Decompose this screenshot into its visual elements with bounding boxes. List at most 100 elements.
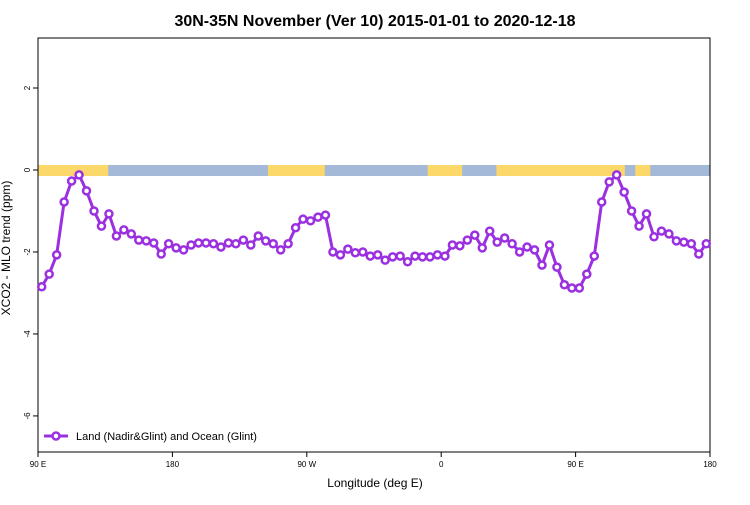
data-point — [671, 236, 682, 246]
data-point — [231, 239, 241, 249]
data-point — [522, 242, 532, 252]
data-point — [507, 239, 517, 249]
data-point — [111, 231, 122, 241]
data-point — [574, 283, 585, 293]
data-point — [51, 250, 62, 260]
x-tick-label: 90 E — [567, 460, 583, 469]
data-point — [432, 250, 443, 260]
data-point — [634, 221, 644, 231]
data-point — [66, 176, 77, 186]
y-axis-label: XCO2 - MLO trend (ppm) — [0, 181, 13, 316]
data-point — [395, 251, 405, 261]
data-point — [514, 247, 525, 257]
data-point — [604, 177, 614, 187]
data-point — [552, 262, 562, 272]
data-point — [664, 229, 674, 239]
data-point — [193, 238, 204, 248]
data-point — [238, 235, 249, 245]
data-point — [410, 251, 420, 261]
data-point — [275, 245, 286, 255]
data-point — [372, 250, 383, 260]
data-point — [537, 260, 547, 270]
data-point — [268, 239, 278, 249]
data-point — [305, 216, 316, 226]
data-point — [156, 249, 166, 259]
data-point — [589, 251, 600, 261]
chart-title: 30N-35N November (Ver 10) 2015-01-01 to … — [174, 13, 575, 30]
land-strip — [635, 164, 651, 176]
ocean-strip — [38, 164, 710, 176]
data-point — [104, 209, 114, 219]
data-point — [89, 206, 99, 216]
data-point — [44, 269, 54, 279]
legend-marker — [51, 431, 61, 441]
data-point — [290, 223, 301, 233]
data-point — [559, 280, 570, 290]
data-point — [477, 243, 488, 253]
data-point — [611, 170, 622, 180]
data-point — [253, 231, 264, 241]
x-tick-label: 180 — [166, 460, 180, 469]
data-point — [596, 197, 607, 207]
data-point — [425, 252, 435, 262]
data-point — [402, 257, 413, 267]
data-point — [447, 240, 458, 250]
data-point — [387, 252, 398, 262]
data-point — [134, 235, 144, 245]
data-point — [701, 239, 712, 249]
x-tick-label: 90 W — [297, 460, 316, 469]
data-point — [567, 283, 577, 293]
data-point — [335, 250, 346, 260]
data-point — [81, 186, 92, 196]
y-tick-label: -4 — [23, 330, 32, 338]
data-point — [186, 240, 196, 250]
data-point — [455, 241, 465, 251]
data-point — [141, 236, 152, 246]
data-point — [649, 232, 659, 242]
data-point — [358, 247, 368, 257]
y-tick-label: 0 — [23, 167, 32, 172]
data-point — [440, 251, 450, 261]
land-strip — [496, 164, 625, 176]
data-point — [96, 221, 107, 231]
data-point — [320, 210, 331, 220]
data-point — [216, 242, 226, 252]
data-point — [492, 237, 502, 247]
data-point — [529, 245, 540, 255]
data-point — [350, 248, 361, 258]
data-point — [126, 229, 137, 239]
data-point — [74, 170, 84, 180]
data-point — [313, 212, 323, 222]
data-point — [298, 214, 308, 224]
data-point — [260, 236, 271, 246]
data-point — [484, 226, 495, 236]
data-point — [343, 244, 353, 254]
data-point — [223, 238, 234, 248]
y-tick-label: -2 — [23, 248, 32, 256]
data-point — [417, 252, 428, 262]
data-point — [694, 249, 704, 259]
x-axis-label: Longitude (deg E) — [327, 476, 422, 490]
legend-label: Land (Nadir&Glint) and Ocean (Glint) — [76, 431, 257, 443]
data-point — [246, 240, 256, 250]
data-point — [544, 240, 555, 250]
land-strip — [38, 164, 109, 176]
x-tick-label: 180 — [703, 460, 717, 469]
data-point — [119, 225, 129, 235]
data-point — [283, 239, 293, 249]
data-point — [619, 187, 629, 197]
land-strip — [427, 164, 463, 176]
x-tick-label: 90 E — [30, 460, 46, 469]
data-point — [582, 269, 592, 279]
y-tick-label: 2 — [23, 85, 32, 90]
data-point — [679, 237, 689, 247]
data-point — [462, 235, 473, 245]
data-point — [499, 233, 510, 243]
data-point — [656, 226, 667, 236]
y-tick-label: -6 — [23, 412, 32, 420]
data-point — [208, 239, 219, 249]
data-point — [59, 197, 69, 207]
data-point — [686, 239, 697, 249]
